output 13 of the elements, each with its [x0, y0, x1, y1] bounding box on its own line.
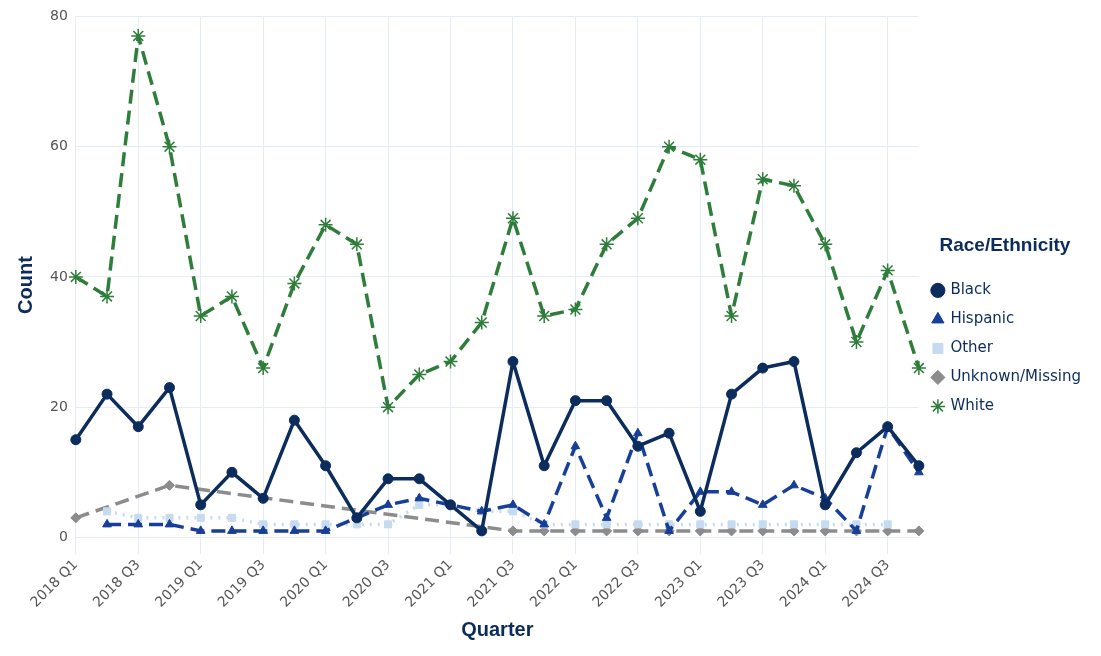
y-axis-title: Count	[13, 255, 36, 314]
legend-label: Black	[950, 280, 992, 299]
y-tick-label: 60	[49, 137, 68, 154]
y-tick-label: 20	[49, 397, 68, 414]
y-tick-label: 80	[49, 7, 68, 24]
legend-title: Race/Ethnicity	[939, 233, 1071, 255]
x-axis-title: Quarter	[461, 617, 534, 640]
y-tick-label: 40	[49, 267, 68, 284]
legend-label: Hispanic	[950, 309, 1015, 328]
legend-label: White	[950, 396, 994, 415]
y-tick-label: 0	[58, 528, 68, 545]
legend-label: Other	[950, 338, 994, 357]
legend-label: Unknown/Missing	[950, 367, 1081, 386]
